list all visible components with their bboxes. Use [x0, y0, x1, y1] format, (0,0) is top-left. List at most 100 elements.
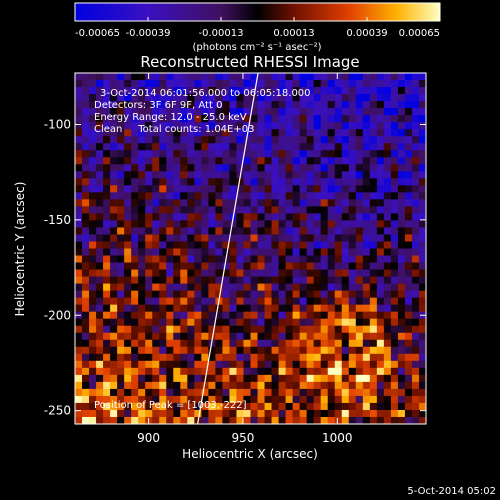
heatmap-cell: [278, 185, 286, 193]
heatmap-cell: [96, 353, 104, 362]
heatmap-cell: [285, 381, 294, 390]
heatmap-cell: [208, 346, 216, 355]
heatmap-cell: [131, 143, 139, 151]
heatmap-cell: [180, 227, 188, 235]
heatmap-cell: [264, 276, 272, 284]
heatmap-cell: [89, 150, 97, 158]
heatmap-cell: [369, 108, 378, 116]
heatmap-cell: [257, 150, 265, 158]
heatmap-cell: [278, 262, 286, 270]
heatmap-cell: [82, 108, 90, 116]
heatmap-cell: [82, 115, 90, 123]
heatmap-cell: [89, 213, 97, 221]
heatmap-cell: [166, 115, 174, 123]
heatmap-cell: [285, 143, 294, 151]
heatmap-cell: [222, 108, 230, 116]
heatmap-cell: [264, 360, 272, 369]
heatmap-cell: [166, 178, 174, 186]
heatmap-cell: [327, 150, 336, 158]
heatmap-cell: [152, 297, 160, 306]
heatmap-cell: [292, 269, 301, 277]
heatmap-cell: [250, 311, 258, 320]
heatmap-cell: [173, 108, 181, 116]
heatmap-cell: [229, 143, 237, 151]
heatmap-cell: [201, 276, 209, 284]
heatmap-cell: [243, 73, 251, 81]
heatmap-cell: [201, 262, 209, 270]
heatmap-cell: [348, 80, 357, 88]
heatmap-cell: [96, 416, 104, 424]
heatmap-cell: [159, 227, 167, 235]
footer-date: 5-Oct-2014 05:02: [407, 486, 496, 497]
heatmap-cell: [208, 255, 216, 263]
heatmap-cell: [278, 374, 286, 383]
heatmap-cell: [138, 87, 146, 95]
heatmap-cell: [341, 227, 350, 235]
heatmap-cell: [159, 304, 167, 313]
heatmap-cell: [124, 318, 132, 327]
heatmap-cell: [96, 241, 104, 249]
heatmap-cell: [166, 402, 174, 411]
heatmap-cell: [159, 241, 167, 249]
heatmap-cell: [299, 353, 308, 362]
heatmap-cell: [222, 171, 230, 179]
heatmap-cell: [285, 304, 294, 313]
heatmap-cell: [404, 283, 413, 292]
heatmap-cell: [320, 213, 329, 221]
heatmap-cell: [236, 206, 244, 214]
heatmap-cell: [117, 234, 125, 242]
heatmap-cell: [82, 213, 90, 221]
heatmap-cell: [215, 374, 223, 383]
heatmap-cell: [201, 157, 209, 165]
heatmap-cell: [313, 318, 322, 327]
heatmap-cell: [96, 248, 104, 256]
heatmap-cell: [390, 276, 399, 284]
heatmap-cell: [201, 122, 209, 130]
heatmap-cell: [236, 311, 244, 320]
heatmap-cell: [250, 409, 258, 418]
heatmap-cell: [271, 318, 279, 327]
heatmap-cell: [264, 206, 272, 214]
heatmap-cell: [201, 290, 209, 299]
heatmap-cell: [110, 87, 118, 95]
heatmap-cell: [180, 220, 188, 228]
heatmap-cell: [201, 213, 209, 221]
heatmap-cell: [264, 353, 272, 362]
heatmap-cell: [341, 73, 350, 81]
heatmap-cell: [271, 129, 279, 137]
heatmap-cell: [257, 269, 265, 277]
heatmap-cell: [89, 290, 97, 299]
heatmap-cell: [243, 395, 251, 404]
heatmap-cell: [145, 94, 153, 102]
heatmap-cell: [362, 283, 371, 292]
heatmap-cell: [187, 178, 195, 186]
heatmap-cell: [222, 101, 230, 109]
heatmap-cell: [215, 276, 223, 284]
heatmap-cell: [355, 185, 364, 193]
heatmap-cell: [89, 220, 97, 228]
heatmap-cell: [376, 94, 385, 102]
heatmap-cell: [243, 101, 251, 109]
heatmap-cell: [145, 346, 153, 355]
colorbar-gradient: [74, 2, 441, 22]
heatmap-cell: [299, 367, 308, 376]
heatmap-cell: [236, 213, 244, 221]
heatmap-cell: [320, 360, 329, 369]
heatmap-cell: [264, 395, 272, 404]
heatmap-cell: [306, 241, 315, 249]
heatmap-cell: [292, 213, 301, 221]
heatmap-cell: [334, 171, 343, 179]
heatmap-cell: [362, 255, 371, 263]
heatmap-cell: [180, 108, 188, 116]
heatmap-cell: [355, 297, 364, 306]
heatmap-cell: [103, 192, 111, 200]
heatmap-cell: [117, 262, 125, 270]
heatmap-cell: [341, 87, 350, 95]
heatmap-cell: [390, 374, 399, 383]
heatmap-cell: [271, 416, 279, 424]
heatmap-cell: [110, 297, 118, 306]
heatmap-cell: [250, 150, 258, 158]
heatmap-cell: [187, 164, 195, 172]
heatmap-cell: [334, 157, 343, 165]
heatmap-cell: [243, 192, 251, 200]
